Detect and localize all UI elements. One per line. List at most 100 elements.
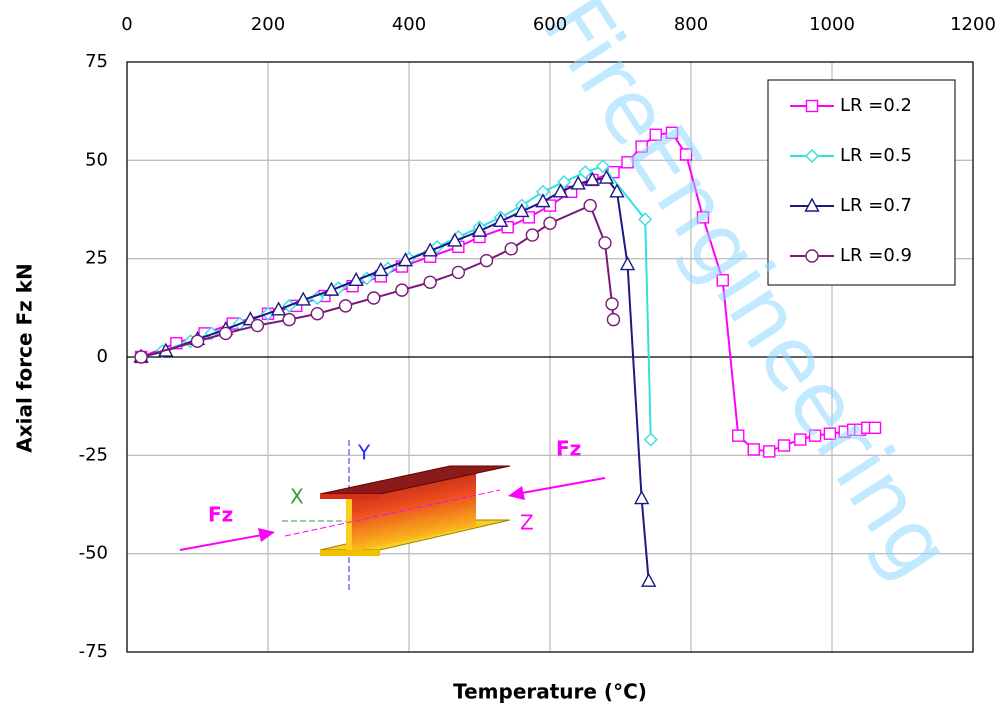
marker	[395, 283, 409, 297]
marker	[282, 312, 296, 327]
marker	[514, 202, 530, 218]
marker	[804, 197, 820, 212]
marker	[338, 299, 353, 313]
marker	[535, 193, 551, 208]
marker	[584, 171, 600, 186]
x-tick-label: 400	[392, 14, 426, 35]
marker	[250, 318, 265, 333]
marker	[504, 242, 518, 256]
marker	[696, 211, 710, 224]
marker	[716, 274, 729, 287]
marker	[323, 281, 340, 296]
marker	[805, 149, 819, 163]
marker	[649, 128, 662, 141]
marker	[578, 165, 593, 180]
web-face	[346, 494, 352, 552]
y-tick-label: 0	[97, 346, 108, 367]
inset-label: X	[290, 485, 304, 509]
marker	[747, 443, 760, 456]
marker	[595, 159, 610, 174]
marker	[451, 265, 466, 280]
legend-label: LR =0.9	[840, 245, 912, 266]
marker	[471, 222, 488, 237]
inset-label: Fz	[208, 503, 233, 527]
y-tick-label: -75	[79, 641, 108, 662]
marker	[423, 275, 437, 289]
marker	[190, 334, 205, 348]
marker	[763, 445, 776, 458]
marker	[732, 429, 745, 442]
marker	[619, 256, 636, 271]
marker	[501, 220, 514, 234]
y-tick-label: 25	[85, 248, 108, 269]
marker	[373, 261, 389, 277]
marker	[479, 253, 494, 268]
marker	[777, 439, 791, 452]
web	[346, 466, 482, 552]
z-axis-line	[284, 489, 501, 537]
x-axis-title: Temperature (°C)	[453, 680, 647, 704]
marker	[598, 169, 615, 184]
series-line	[140, 165, 652, 440]
marker	[348, 271, 364, 286]
marker	[598, 236, 612, 250]
marker	[552, 183, 569, 198]
legend-label: LR =0.7	[840, 195, 912, 216]
plot-frame	[126, 61, 974, 653]
bottom-flange-edge	[320, 550, 380, 556]
marker	[633, 490, 650, 505]
marker	[643, 432, 658, 447]
marker	[310, 307, 325, 321]
x-tick-label: 200	[251, 14, 285, 35]
marker	[641, 572, 657, 587]
marker	[665, 126, 679, 140]
marker	[270, 301, 287, 316]
inset-beam: Y X Z Fz Fz	[179, 437, 606, 590]
inset-label: Z	[520, 511, 534, 535]
y-tick-label: 75	[85, 51, 108, 72]
marker	[422, 242, 438, 257]
marker	[583, 198, 597, 213]
marker	[295, 291, 311, 306]
legend-label: LR =0.2	[840, 95, 912, 116]
force-arrow-head	[258, 528, 275, 542]
legend-label: LR =0.5	[840, 145, 912, 166]
marker	[218, 326, 233, 341]
marker	[367, 291, 381, 305]
series	[133, 169, 657, 587]
x-tick-label: 600	[533, 14, 567, 35]
marker	[492, 212, 509, 228]
marker	[868, 421, 882, 434]
marker	[679, 148, 693, 161]
y-tick-label: -25	[79, 444, 108, 465]
marker	[543, 216, 557, 230]
x-tick-label: 800	[674, 14, 708, 35]
marker	[606, 312, 621, 327]
inset-label: Fz	[556, 437, 581, 461]
force-arrow	[521, 477, 606, 494]
force-arrow-head	[508, 486, 525, 500]
marker	[525, 228, 540, 242]
marker	[134, 350, 148, 364]
series	[134, 198, 621, 364]
inset-label: Y	[357, 441, 371, 465]
marker	[794, 433, 807, 446]
x-tick-label: 1200	[950, 14, 996, 35]
marker	[522, 211, 536, 224]
marker	[397, 252, 414, 267]
marker	[823, 427, 837, 440]
legend: LR =0.2 LR =0.5 LR =0.7 LR =0.9	[790, 95, 912, 266]
marker	[605, 297, 619, 311]
y-tick-label: 50	[85, 149, 108, 170]
marker	[805, 249, 819, 263]
marker	[447, 232, 463, 247]
x-tick-label: 1000	[809, 14, 855, 35]
marker	[635, 140, 648, 153]
marker	[808, 429, 822, 442]
x-tick-label: 0	[121, 14, 132, 35]
marker	[609, 183, 625, 198]
legend-box	[767, 79, 956, 286]
marker	[805, 99, 819, 113]
series-layer	[133, 126, 882, 587]
